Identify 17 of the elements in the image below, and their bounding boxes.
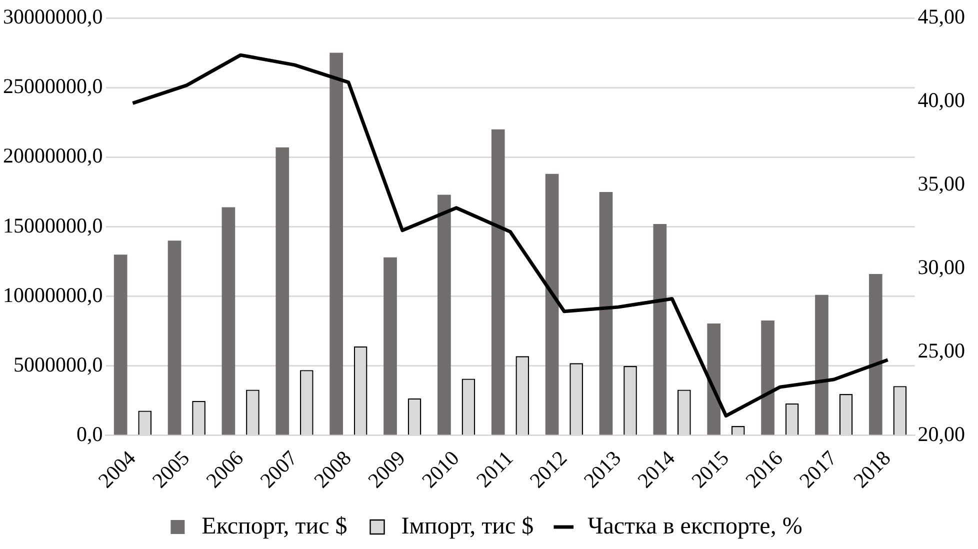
y2-tick-label: 20,00	[918, 422, 965, 446]
y2-tick-label: 45,00	[918, 4, 965, 29]
y2-tick-label: 25,00	[918, 338, 965, 362]
y-tick-label: 5000000,0	[14, 352, 103, 376]
y-tick-label: 10000000,0	[3, 282, 103, 307]
y-tick-label: 0,0	[76, 422, 103, 446]
y2-tick-label: 30,00	[918, 255, 965, 280]
y-tick-label: 30000000,0	[3, 4, 103, 29]
y-tick-label: 20000000,0	[3, 144, 103, 168]
y-tick-label: 25000000,0	[3, 74, 103, 98]
legend-label: Імпорт, тис $	[401, 513, 534, 540]
y-tick-label: 15000000,0	[3, 213, 103, 238]
legend-label: Експорт, тис $	[202, 513, 348, 540]
y2-tick-label: 40,00	[918, 88, 965, 112]
legend-label: Частка в експорте, %	[588, 513, 802, 540]
y2-tick-label: 35,00	[918, 172, 965, 196]
x-tick-label: 2011	[472, 446, 518, 492]
